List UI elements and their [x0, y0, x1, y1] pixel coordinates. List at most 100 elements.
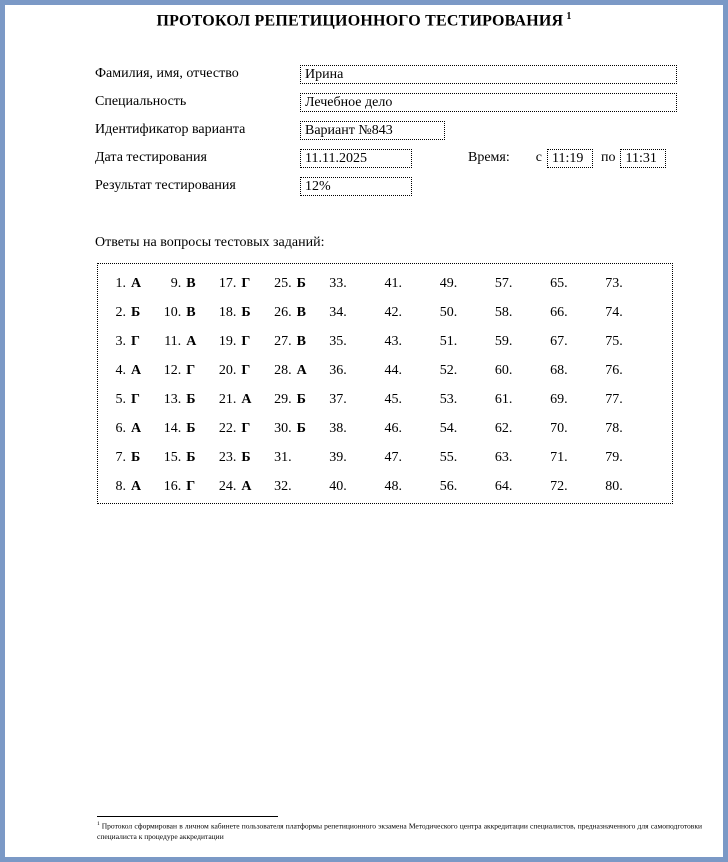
answer-cell: 68. [548, 356, 603, 385]
answer-letter: В [186, 275, 196, 291]
answer-cell: 22. Г [216, 414, 271, 443]
answer-letter: В [186, 304, 196, 320]
answer-cell: 66. [548, 298, 603, 327]
fullname-field[interactable]: Ирина [300, 64, 677, 84]
answer-number: 17. [218, 275, 237, 291]
answer-cell: 8. А [106, 472, 161, 501]
answer-cell: 38. [327, 414, 382, 443]
answer-number: 61. [494, 391, 513, 407]
answer-number: 54. [439, 420, 458, 436]
answer-number: 80. [605, 478, 623, 494]
answer-number: 55. [439, 449, 458, 465]
answer-number: 3. [115, 333, 127, 349]
answer-letter: А [131, 420, 142, 436]
answer-cell: 20. Г [216, 356, 271, 385]
answer-letter: А [241, 478, 252, 494]
answer-cell: 64. [492, 472, 547, 501]
test-date-field[interactable]: 11.11.2025 [300, 148, 412, 168]
answer-number: 26. [274, 304, 292, 320]
answer-cell: 73. [603, 269, 658, 298]
answer-letter: Г [241, 420, 251, 436]
answer-letter: А [186, 333, 197, 349]
protocol-form: Фамилия, имя, отчество Ирина Специальнос… [95, 60, 677, 200]
answer-letter: А [131, 362, 142, 378]
answer-cell: 2. Б [106, 298, 161, 327]
answer-cell: 39. [327, 443, 382, 472]
answer-cell: 11. А [161, 327, 216, 356]
answer-number: 49. [439, 275, 458, 291]
answer-cell: 70. [548, 414, 603, 443]
answer-cell: 45. [382, 385, 437, 414]
answer-cell: 78. [603, 414, 658, 443]
answer-cell: 36. [327, 356, 382, 385]
specialty-field[interactable]: Лечебное дело [300, 92, 677, 112]
test-result-field[interactable]: 12% [300, 176, 412, 196]
answer-cell: 23. Б [216, 443, 271, 472]
answer-cell: 49. [437, 269, 492, 298]
answer-cell: 27. В [272, 327, 327, 356]
answer-number: 1. [115, 275, 127, 291]
page-title: ПРОТОКОЛ РЕПЕТИЦИОННОГО ТЕСТИРОВАНИЯ 1 [5, 11, 723, 30]
answer-cell: 35. [327, 327, 382, 356]
footnote-separator [97, 816, 278, 817]
answer-letter: В [296, 304, 306, 320]
answer-number: 14. [163, 420, 182, 436]
answer-cell: 15. Б [161, 443, 216, 472]
answer-cell: 42. [382, 298, 437, 327]
form-row-test-date: Дата тестирования 11.11.2025 Время: с 11… [95, 144, 677, 172]
answer-cell: 34. [327, 298, 382, 327]
answer-letter: Б [241, 449, 251, 465]
answer-cell: 26. В [272, 298, 327, 327]
answer-number: 79. [605, 449, 623, 465]
answer-letter: Г [131, 391, 140, 407]
answer-number: 31. [274, 449, 292, 465]
answer-number: 46. [384, 420, 403, 436]
answer-cell: 30. Б [272, 414, 327, 443]
answer-number: 42. [384, 304, 403, 320]
answer-cell: 69. [548, 385, 603, 414]
answer-letter: Б [296, 391, 306, 407]
form-row-test-result: Результат тестирования 12% [95, 172, 677, 200]
answer-cell: 6. А [106, 414, 161, 443]
answer-cell: 67. [548, 327, 603, 356]
answer-cell: 56. [437, 472, 492, 501]
answer-cell: 77. [603, 385, 658, 414]
answer-number: 24. [218, 478, 237, 494]
test-date-label: Дата тестирования [95, 150, 207, 165]
answer-number: 78. [605, 420, 623, 436]
answer-letter: Б [296, 275, 306, 291]
answer-cell: 46. [382, 414, 437, 443]
answer-cell: 7. Б [106, 443, 161, 472]
form-row-fullname: Фамилия, имя, отчество Ирина [95, 60, 677, 88]
answer-cell: 79. [603, 443, 658, 472]
answer-cell: 40. [327, 472, 382, 501]
answer-number: 67. [550, 333, 568, 349]
answer-cell: 80. [603, 472, 658, 501]
answer-letter: Г [241, 275, 251, 291]
answer-letter: Г [131, 333, 140, 349]
answer-cell: 50. [437, 298, 492, 327]
answer-number: 47. [384, 449, 403, 465]
answer-cell: 41. [382, 269, 437, 298]
answer-number: 58. [494, 304, 513, 320]
answer-cell: 52. [437, 356, 492, 385]
answer-cell: 32. [272, 472, 327, 501]
answer-number: 44. [384, 362, 403, 378]
answer-letter: Б [131, 304, 141, 320]
answer-number: 32. [274, 478, 292, 494]
answer-number: 69. [550, 391, 568, 407]
answer-number: 5. [115, 391, 127, 407]
answer-number: 65. [550, 275, 568, 291]
time-to-field[interactable]: 11:31 [620, 148, 667, 168]
answer-cell: 43. [382, 327, 437, 356]
answer-cell: 16. Г [161, 472, 216, 501]
answer-number: 74. [605, 304, 623, 320]
answer-cell: 33. [327, 269, 382, 298]
variant-id-field[interactable]: Вариант №843 [300, 120, 445, 140]
answer-number: 41. [384, 275, 403, 291]
time-from-field[interactable]: 11:19 [546, 148, 593, 168]
answer-number: 27. [274, 333, 292, 349]
answer-cell: 13. Б [161, 385, 216, 414]
specialty-label: Специальность [95, 94, 187, 109]
